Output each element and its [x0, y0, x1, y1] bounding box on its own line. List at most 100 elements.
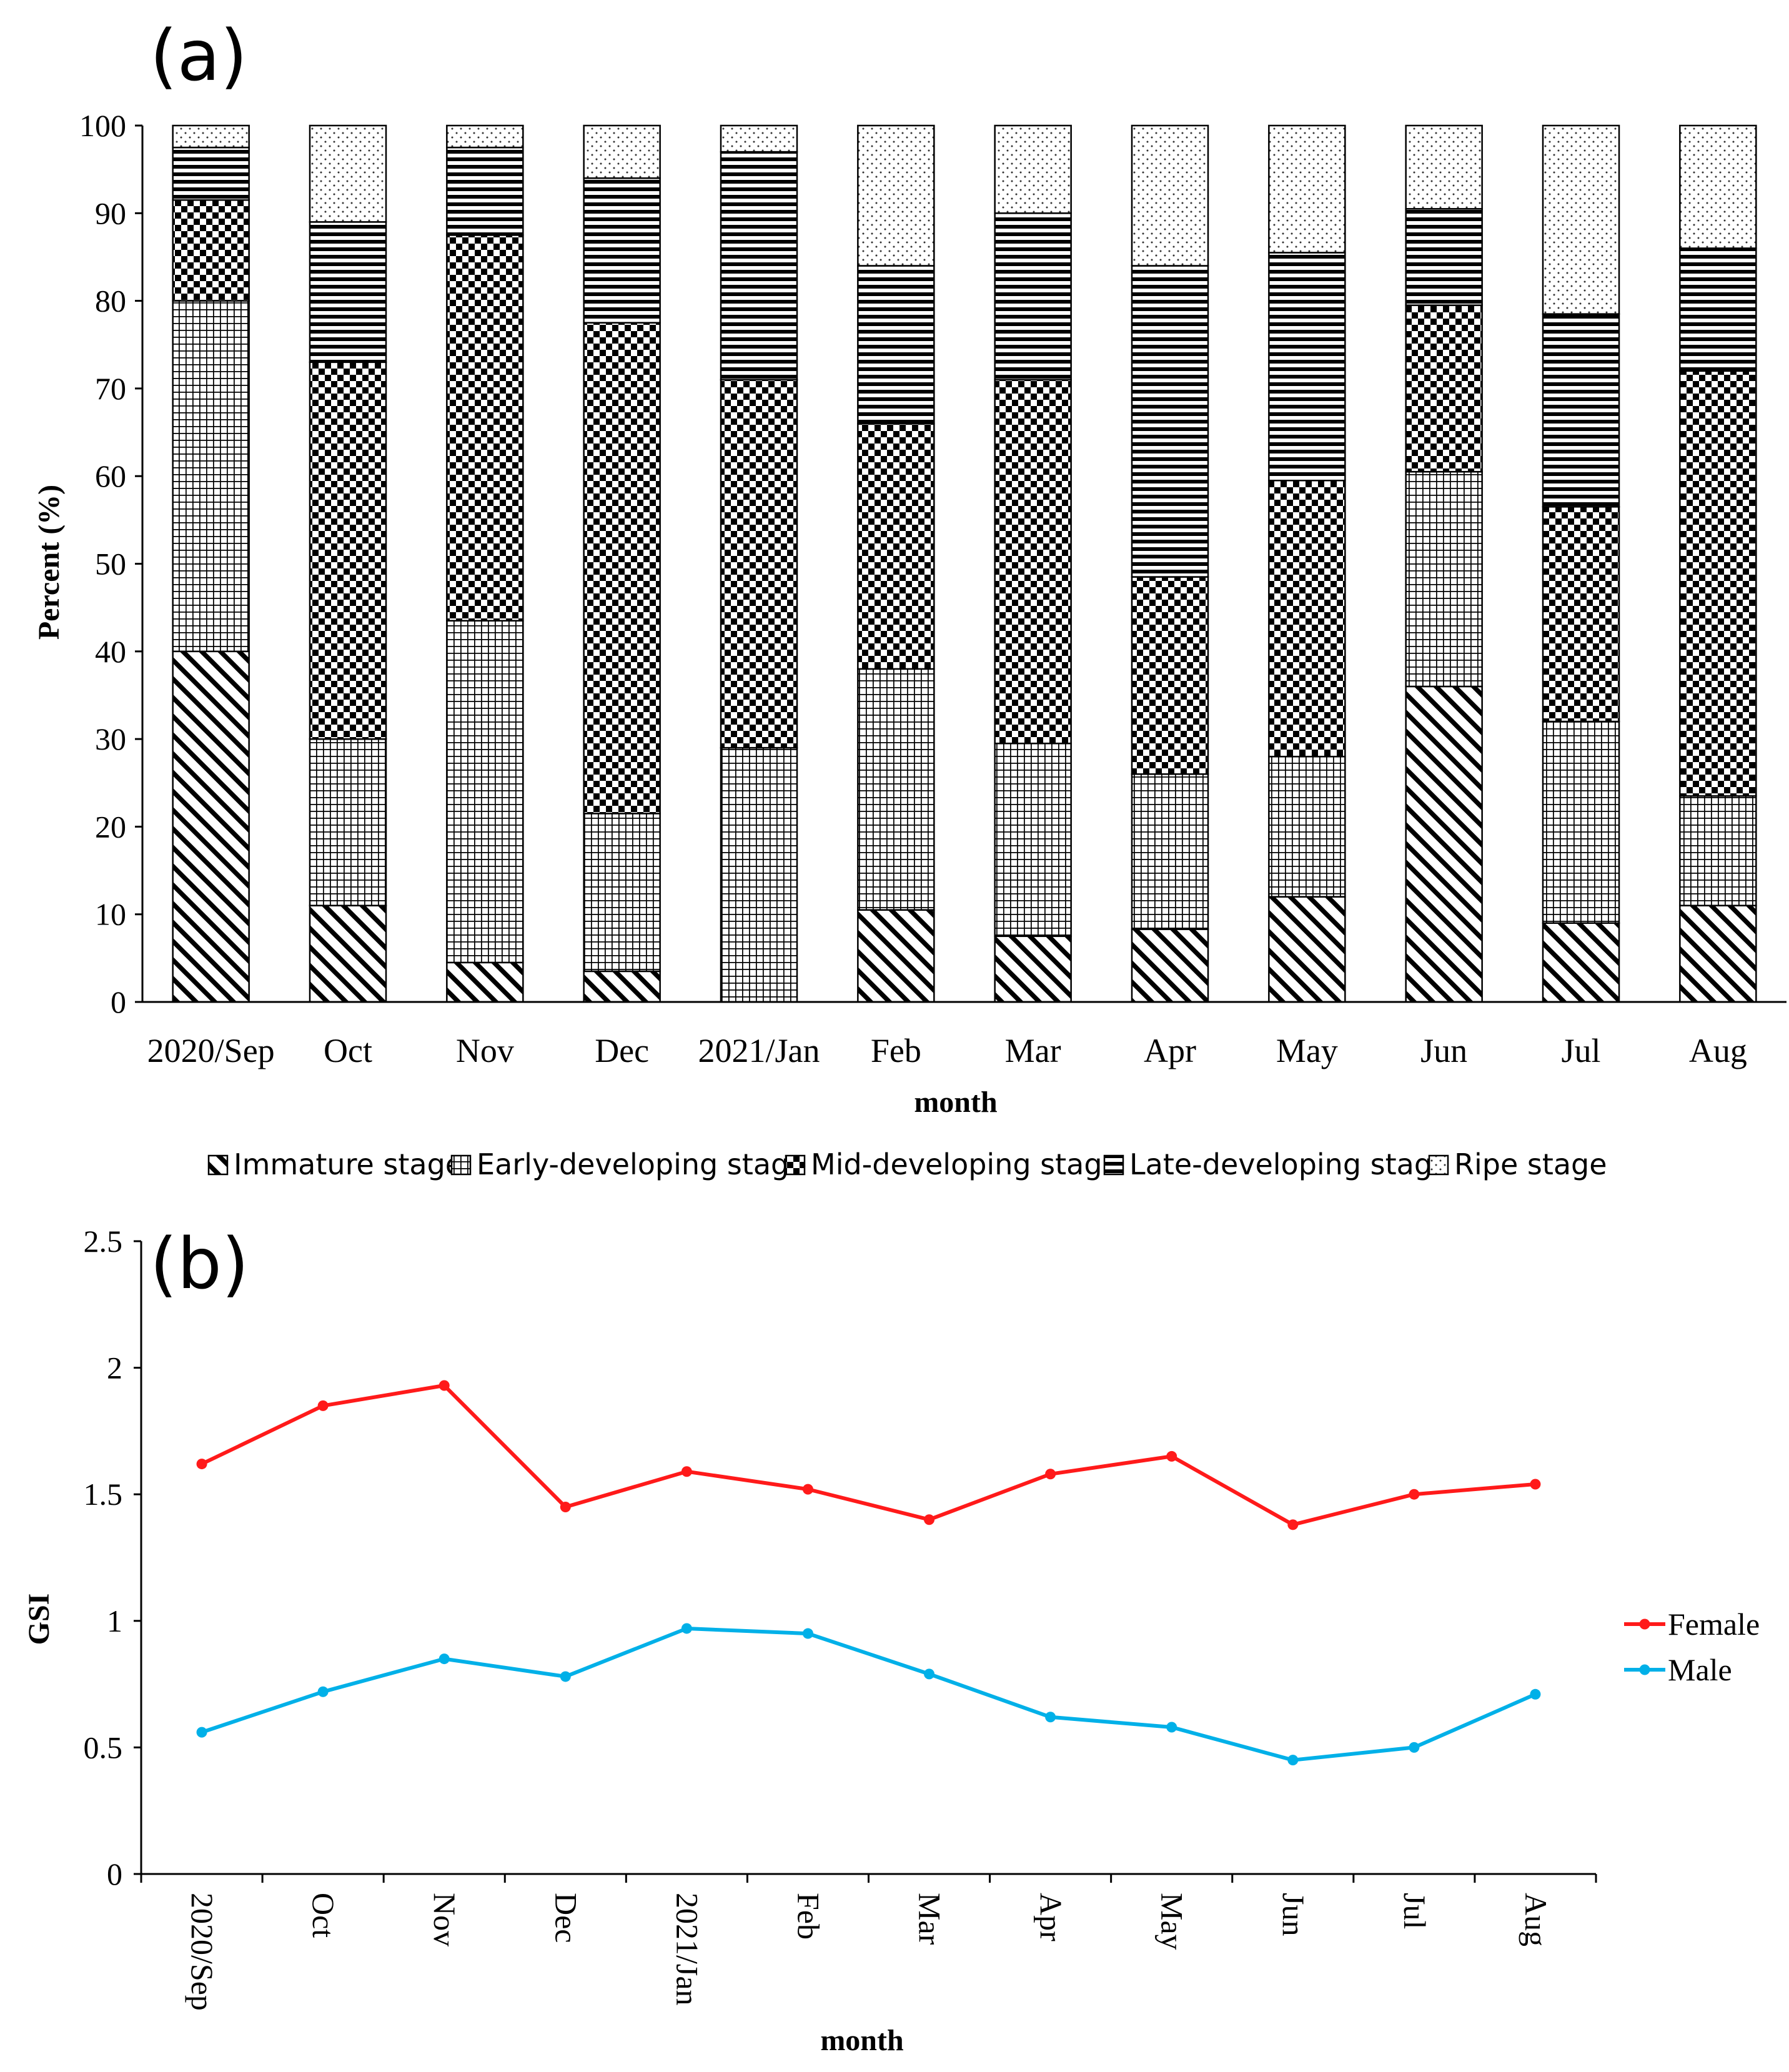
bar-segment-checker	[720, 379, 798, 749]
x-tick-label: Dec	[548, 1893, 583, 1943]
y-axis-title: GSI	[22, 1594, 56, 1645]
bar-segment-checker	[446, 234, 524, 622]
legend-marker-male	[1639, 1664, 1650, 1675]
data-point-male	[1287, 1755, 1299, 1766]
x-tick-label: Feb	[791, 1893, 826, 1940]
y-tick-label: 90	[95, 196, 126, 230]
x-tick-label: 2021/Jan	[670, 1893, 705, 2006]
legend-swatch-diagonal	[207, 1154, 229, 1176]
bar-segment-horizontal	[309, 221, 387, 364]
bar-segment-diagonal	[583, 970, 661, 1003]
x-tick-label: Jun	[1420, 1032, 1467, 1069]
series-line-male	[201, 1627, 1537, 1762]
data-point-female	[317, 1400, 329, 1411]
x-tick-label: Oct	[306, 1893, 341, 1938]
x-tick-label: Feb	[871, 1032, 921, 1069]
legend-label: Female	[1668, 1607, 1760, 1642]
bar-segment-diagonal	[1542, 922, 1620, 1003]
x-tick-label: 2020/Sep	[185, 1893, 220, 2011]
legend-swatch-grid	[450, 1154, 472, 1176]
bar-segment-grid	[309, 738, 387, 906]
x-tick-label: Jul	[1561, 1032, 1600, 1069]
x-tick-label: May	[1155, 1893, 1190, 1950]
data-point-male	[1045, 1712, 1056, 1723]
y-tick-label: 1	[107, 1604, 122, 1638]
legend-item: Female	[1624, 1607, 1760, 1642]
legend-item: Immature stage	[207, 1148, 463, 1181]
y-tick-label: 80	[95, 284, 126, 319]
bar-segment-grid	[857, 668, 935, 911]
y-tick-label: 2	[107, 1351, 122, 1385]
bar-segment-grid	[172, 300, 250, 653]
bar-segment-dots	[1542, 124, 1620, 315]
x-axis-title: month	[914, 1086, 997, 1119]
y-tick-label: 30	[95, 721, 126, 756]
bar-segment-checker	[1405, 304, 1483, 473]
y-tick-label: 20	[95, 809, 126, 844]
y-axis-title: Percent (%)	[32, 485, 66, 640]
bar-segment-dots	[994, 124, 1072, 214]
bar-segment-diagonal	[1268, 896, 1346, 1003]
bar-segment-dots	[1268, 124, 1346, 254]
data-point-male	[924, 1668, 935, 1680]
bar-segment-checker	[172, 199, 250, 302]
bar-segment-horizontal	[994, 212, 1072, 381]
bar-segment-dots	[720, 124, 798, 153]
data-point-male	[196, 1727, 207, 1738]
x-tick-label: Mar	[1005, 1032, 1061, 1069]
data-point-female	[560, 1501, 571, 1512]
bar-segment-diagonal	[1679, 905, 1757, 1003]
bar-segment-horizontal	[1131, 265, 1209, 578]
y-tick-label: 50	[95, 547, 126, 582]
x-axis-title: month	[820, 2024, 903, 2057]
bar-segment-horizontal	[720, 151, 798, 381]
bar-segment-grid	[1405, 470, 1483, 688]
bar-segment-horizontal	[1268, 252, 1346, 482]
data-point-male	[560, 1671, 571, 1682]
legend-label: Mid-developing stage	[811, 1148, 1120, 1181]
bar-segment-horizontal	[1405, 208, 1483, 306]
data-point-male	[802, 1628, 813, 1639]
y-tick-label: 2.5	[84, 1224, 123, 1259]
bar-segment-checker	[1131, 576, 1209, 775]
legend-label: Late-developing stage	[1129, 1148, 1450, 1181]
legend-swatch-dots	[1428, 1154, 1449, 1176]
bar-segment-grid	[1268, 755, 1346, 898]
bar-segment-horizontal	[1542, 313, 1620, 508]
data-point-female	[196, 1459, 207, 1470]
legend-item: Ripe stage	[1428, 1148, 1607, 1181]
x-tick-label: Nov	[456, 1032, 514, 1069]
bar-segment-dots	[1405, 124, 1483, 210]
legend-label: Ripe stage	[1454, 1148, 1607, 1181]
legend-item: Late-developing stage	[1103, 1148, 1450, 1181]
bar-segment-grid	[1679, 795, 1757, 906]
data-point-male	[1530, 1688, 1541, 1700]
y-tick-label: 0	[107, 1856, 122, 1891]
x-tick-label: 2021/Jan	[698, 1032, 820, 1069]
data-point-female	[924, 1514, 935, 1525]
y-tick-label: 70	[95, 371, 126, 406]
x-tick-label: Oct	[324, 1032, 372, 1069]
legend-label: Immature stage	[234, 1148, 463, 1181]
bar-segment-horizontal	[583, 177, 661, 324]
bar-segment-dots	[583, 124, 661, 179]
data-point-male	[1409, 1742, 1420, 1753]
y-tick-label: 10	[95, 897, 126, 932]
bar-segment-checker	[857, 422, 935, 670]
bar-segment-horizontal	[1679, 247, 1757, 372]
bar-segment-checker	[583, 322, 661, 815]
data-point-male	[1166, 1722, 1177, 1733]
data-point-female	[1530, 1479, 1541, 1490]
bar-segment-diagonal	[857, 909, 935, 1003]
bar-segment-diagonal	[446, 961, 524, 1003]
y-tick-label: 1.5	[84, 1477, 123, 1512]
x-tick-label: Dec	[595, 1032, 649, 1069]
x-tick-label: Mar	[913, 1893, 948, 1945]
x-tick-label: Aug	[1519, 1893, 1554, 1946]
data-point-female	[802, 1484, 813, 1495]
legend-item: Early-developing stage	[450, 1148, 807, 1181]
legend-item: Male	[1624, 1652, 1732, 1687]
x-tick-label: Nov	[427, 1893, 462, 1946]
legend: Female Male	[1624, 1607, 1760, 1687]
